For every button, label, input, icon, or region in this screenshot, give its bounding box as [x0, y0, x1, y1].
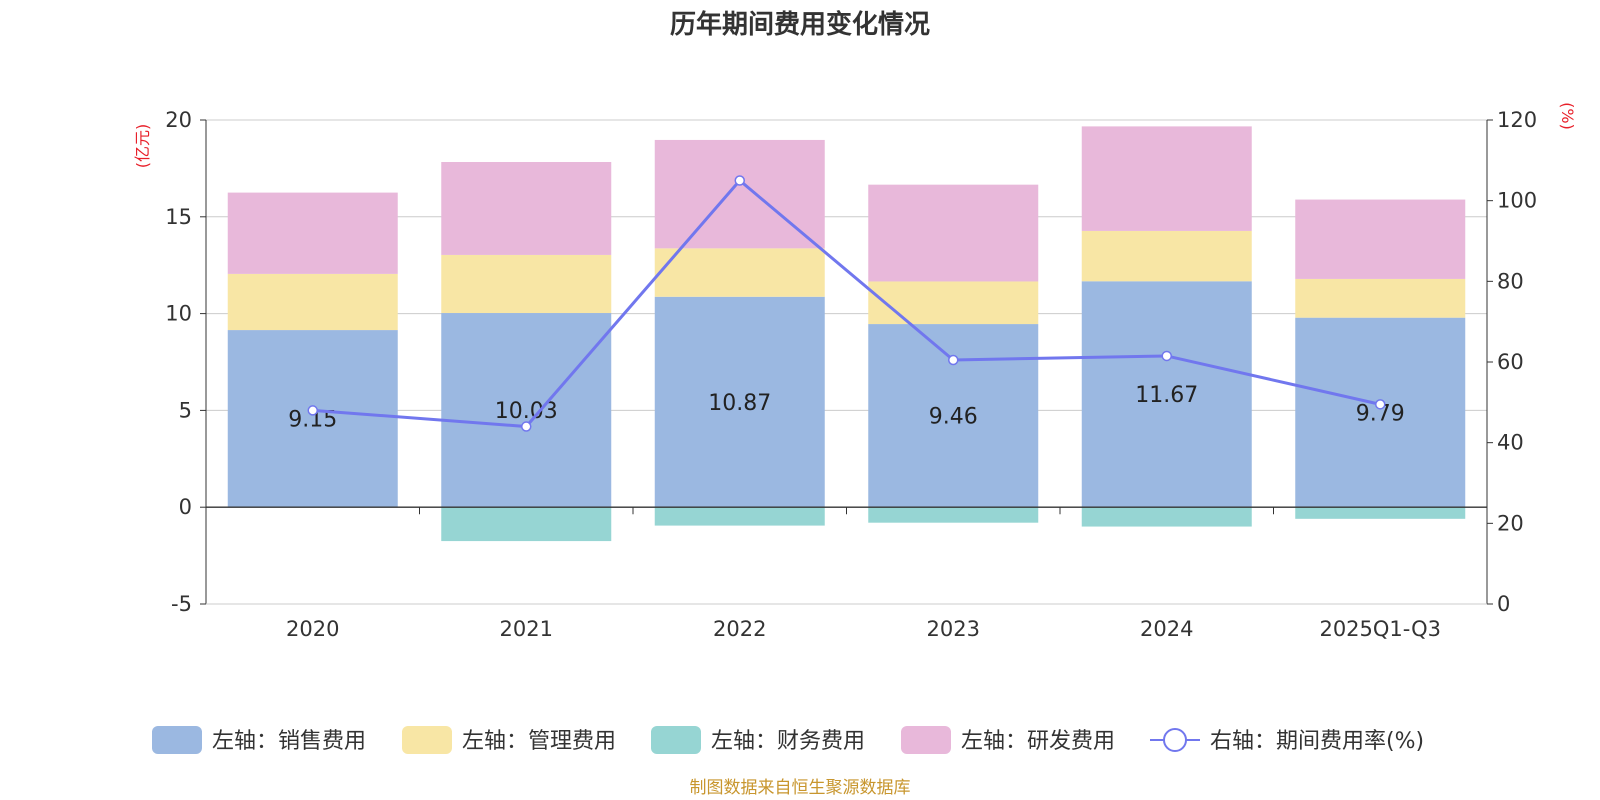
bar-segment [868, 324, 1039, 508]
data-label: 11.67 [1135, 383, 1198, 408]
x-tick-label: 2021 [500, 617, 553, 641]
legend-label: 左轴：管理费用 [462, 729, 616, 754]
bar-segment [1295, 317, 1466, 508]
expense-rate-point [307, 405, 318, 416]
legend-swatch [402, 726, 452, 754]
right-tick-label: 100 [1497, 189, 1537, 213]
bar-segment [441, 254, 612, 314]
x-tick-label: 2020 [286, 617, 339, 641]
bar-segment [868, 184, 1039, 282]
expense-rate-point [1375, 399, 1386, 410]
bar-segment [1081, 507, 1252, 527]
bar-segment [1081, 230, 1252, 282]
left-tick-label: 5 [179, 398, 192, 422]
expense-rate-point [948, 354, 959, 366]
right-tick-label: 40 [1497, 431, 1524, 455]
expense-rate-point [521, 421, 532, 432]
bar-segment [868, 507, 1039, 523]
legend-swatch [152, 726, 202, 754]
x-tick-label: 2025Q1-Q3 [1319, 617, 1441, 641]
right-tick-label: 0 [1497, 592, 1510, 616]
right-tick-label: 80 [1497, 269, 1524, 293]
bar-segment [227, 192, 398, 274]
bar-segment [227, 273, 398, 331]
right-tick-label: 120 [1497, 108, 1537, 132]
bar-segment [227, 330, 398, 508]
source-note: 制图数据来自恒生聚源数据库 [690, 778, 911, 798]
left-tick-label: 20 [165, 108, 192, 132]
bar-segment [1295, 507, 1466, 519]
bar-segment [1081, 126, 1252, 231]
expense-rate-line [312, 178, 1381, 429]
right-tick-label: 60 [1497, 350, 1524, 374]
bar-segment [1081, 281, 1252, 508]
left-tick-label: -5 [171, 592, 192, 616]
bar-segment [654, 139, 825, 249]
bar-segment [654, 296, 825, 508]
left-tick-label: 0 [179, 495, 192, 519]
legend-label: 左轴：财务费用 [711, 729, 865, 754]
x-tick-label: 2022 [713, 617, 766, 641]
bar-segment [654, 248, 825, 297]
bar-segment [868, 281, 1039, 325]
right-axis-unit: (%) [1558, 102, 1577, 130]
left-tick-label: 10 [165, 302, 192, 326]
legend-label: 左轴：研发费用 [961, 729, 1115, 754]
bar-segment [1295, 278, 1466, 318]
bar-segment [441, 507, 612, 542]
bar-segment [441, 162, 612, 255]
bar-segment [441, 313, 612, 508]
expense-rate-point [1161, 350, 1172, 362]
chart-title: 历年期间费用变化情况 [670, 9, 930, 40]
expense-rate-point [734, 175, 745, 186]
right-tick-label: 20 [1497, 511, 1524, 535]
left-axis-unit: (亿元) [133, 124, 152, 169]
legend-label: 右轴：期间费用率(%) [1210, 729, 1424, 754]
x-tick-label: 2023 [927, 617, 980, 641]
legend-swatch [901, 726, 951, 754]
legend-swatch [651, 726, 701, 754]
legend-label: 左轴：销售费用 [212, 729, 366, 754]
data-label: 9.46 [929, 405, 978, 430]
legend-point-marker [1163, 728, 1187, 752]
data-label: 10.87 [708, 391, 771, 416]
x-tick-label: 2024 [1140, 617, 1193, 641]
left-tick-label: 15 [165, 205, 192, 229]
bar-segment [654, 507, 825, 526]
bar-segment [1295, 199, 1466, 279]
